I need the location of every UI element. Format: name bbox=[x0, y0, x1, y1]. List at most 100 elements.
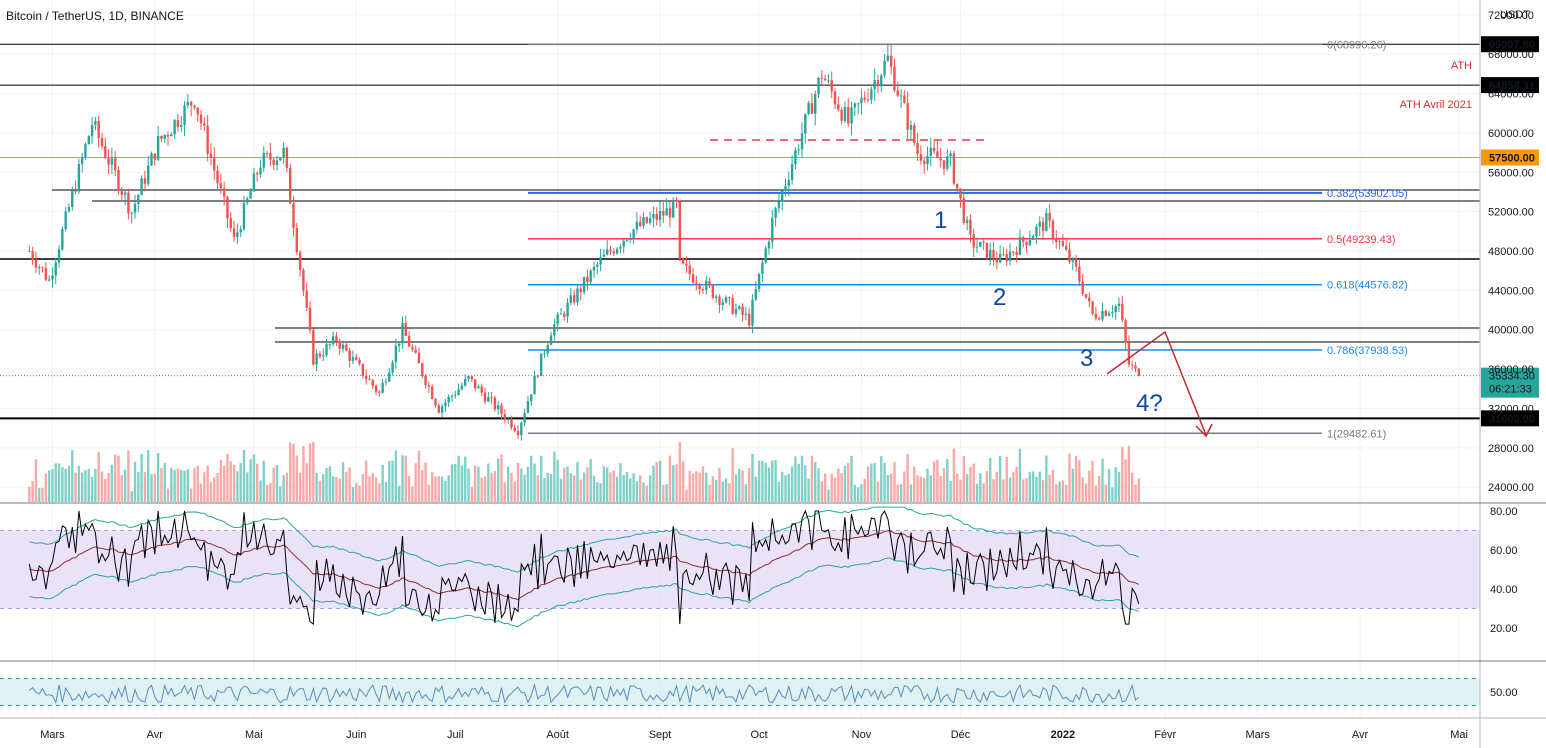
candle-body bbox=[734, 308, 738, 314]
volume-bar bbox=[922, 477, 926, 502]
candle-body bbox=[698, 284, 701, 290]
x-tick-label: Sept bbox=[649, 729, 672, 741]
volume-bar bbox=[285, 472, 289, 502]
volume-bar bbox=[1015, 466, 1018, 502]
volume-bar bbox=[592, 475, 596, 502]
volume-bar bbox=[275, 464, 279, 502]
candle-body bbox=[982, 241, 985, 243]
candle-body bbox=[130, 212, 133, 214]
volume-bar bbox=[170, 467, 173, 502]
candle-body bbox=[830, 80, 833, 92]
volume-bar bbox=[186, 469, 190, 502]
candle-body bbox=[622, 240, 625, 247]
level-tag-label: 69007.80 bbox=[1489, 39, 1535, 51]
volume-bar bbox=[635, 481, 639, 502]
volume-bar bbox=[77, 466, 81, 502]
volume-bar bbox=[110, 464, 114, 502]
candle-body bbox=[44, 268, 48, 280]
volume-bar bbox=[407, 475, 411, 502]
candle-body bbox=[526, 401, 530, 413]
candle-body bbox=[787, 179, 791, 187]
volume-bar bbox=[530, 455, 533, 502]
volume-bar bbox=[325, 468, 328, 502]
volume-bar bbox=[480, 477, 483, 502]
volume-bar bbox=[292, 444, 295, 502]
candle-body bbox=[180, 125, 183, 127]
volume-bar bbox=[1005, 456, 1008, 502]
candle-body bbox=[738, 306, 741, 309]
candle-body bbox=[979, 241, 982, 247]
candle-body bbox=[110, 158, 114, 165]
y-tick-label: 44000.00 bbox=[1488, 285, 1534, 297]
x-tick-label: Oct bbox=[751, 729, 768, 741]
volume-bar bbox=[939, 475, 942, 502]
volume-bar bbox=[754, 476, 757, 502]
candle-body bbox=[292, 203, 295, 229]
volume-bar bbox=[404, 455, 407, 502]
candle-body bbox=[477, 386, 480, 389]
volume-bar bbox=[450, 464, 454, 502]
candle-body bbox=[1091, 301, 1094, 314]
candle-body bbox=[322, 355, 325, 357]
candle-body bbox=[952, 153, 956, 184]
candle-body bbox=[559, 313, 563, 315]
candle-body bbox=[784, 186, 787, 191]
candle-body bbox=[1114, 306, 1117, 313]
candle-body bbox=[404, 322, 407, 336]
last-price-tag bbox=[1481, 367, 1539, 398]
volume-bar bbox=[97, 452, 100, 502]
candle-body bbox=[886, 55, 890, 61]
candle-body bbox=[757, 273, 761, 290]
volume-bar bbox=[487, 463, 490, 502]
volume-bar bbox=[411, 486, 414, 502]
volume-bar bbox=[655, 462, 658, 502]
candle-body bbox=[906, 102, 909, 130]
volume-bar bbox=[761, 460, 764, 502]
candle-body bbox=[777, 201, 781, 209]
candle-body bbox=[685, 263, 688, 266]
candle-body bbox=[80, 157, 84, 165]
candle-body bbox=[724, 297, 728, 303]
volume-bar bbox=[232, 464, 236, 502]
candle-body bbox=[368, 378, 371, 380]
candle-body bbox=[767, 241, 771, 249]
volume-bar bbox=[672, 465, 675, 502]
volume-bar bbox=[444, 480, 447, 502]
candle-body bbox=[1117, 303, 1121, 307]
volume-bar bbox=[388, 460, 391, 502]
candle-body bbox=[675, 199, 678, 202]
volume-bar bbox=[675, 464, 678, 502]
volume-bar bbox=[790, 466, 794, 502]
volume-bar bbox=[800, 455, 804, 502]
volume-bar bbox=[962, 456, 966, 502]
candle-body bbox=[592, 266, 596, 271]
volume-bar bbox=[1101, 458, 1104, 502]
volume-bar bbox=[787, 473, 791, 502]
candle-body bbox=[407, 335, 411, 347]
candle-body bbox=[222, 188, 226, 197]
volume-bar bbox=[1111, 487, 1114, 502]
volume-bar bbox=[477, 466, 480, 502]
volume-bar bbox=[331, 476, 335, 502]
candle-body bbox=[639, 221, 642, 227]
y-tick-label: 24000.00 bbox=[1488, 482, 1534, 494]
volume-bar bbox=[44, 473, 48, 502]
projection-path bbox=[1106, 330, 1207, 436]
volume-bar bbox=[61, 466, 64, 502]
candle-body bbox=[90, 124, 94, 137]
candle-body bbox=[249, 191, 252, 199]
candle-body bbox=[520, 422, 523, 436]
candle-body bbox=[246, 198, 249, 203]
volume-bar bbox=[856, 487, 860, 502]
volume-bar bbox=[305, 463, 308, 502]
candle-body bbox=[345, 344, 348, 351]
volume-bar bbox=[771, 460, 774, 502]
candle-body bbox=[780, 190, 784, 202]
candle-body bbox=[417, 352, 421, 364]
candle-body bbox=[77, 164, 81, 192]
volume-bar bbox=[467, 468, 470, 502]
volume-bar bbox=[163, 462, 166, 502]
y-tick-label: 72000.00 bbox=[1488, 10, 1534, 22]
candle-body bbox=[1022, 237, 1025, 242]
